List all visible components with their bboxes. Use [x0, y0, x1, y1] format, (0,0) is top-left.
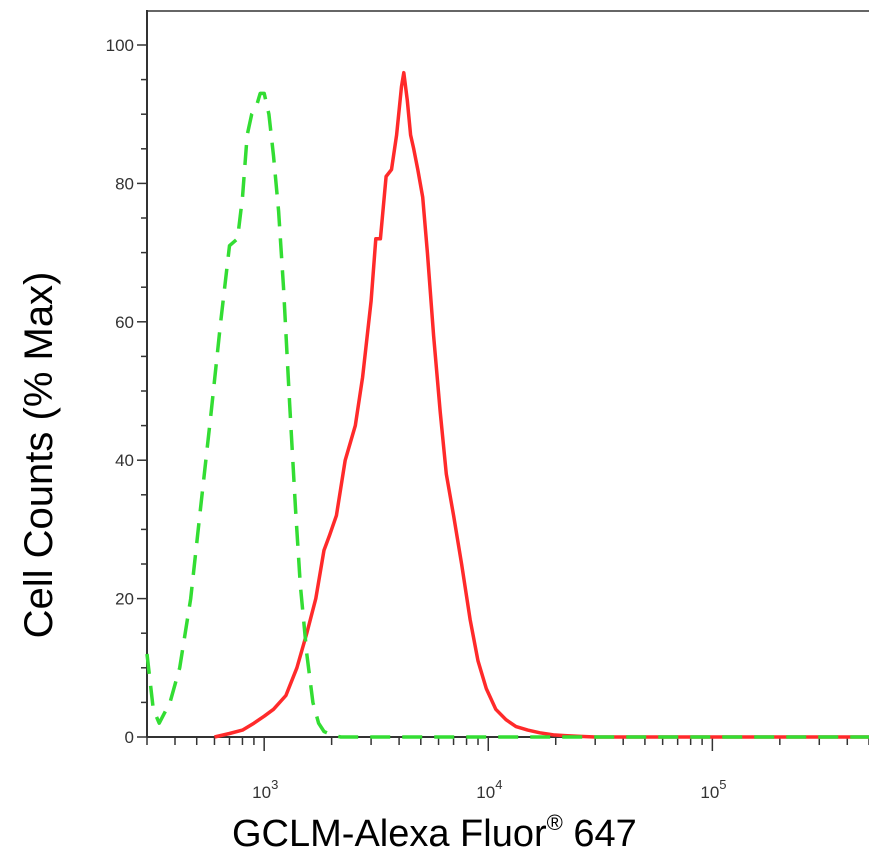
x-axis-label: GCLM-Alexa Fluor® 647: [232, 810, 637, 855]
y-tick-label: 40: [115, 451, 134, 470]
y-tick-label: 60: [115, 313, 134, 332]
series-line-dashed: [145, 91, 869, 739]
y-tick-label: 0: [125, 728, 134, 747]
y-tick-label: 100: [106, 36, 134, 55]
y-tick-label: 80: [115, 174, 134, 193]
x-axis-label-suffix: 647: [563, 813, 637, 855]
x-axis-label-mark: ®: [547, 810, 563, 835]
x-tick-label: 105: [700, 777, 726, 802]
series-line-solid: [214, 70, 869, 739]
x-axis: 103 104 105: [146, 10, 869, 802]
y-axis: 0 20 40 60 80 100: [106, 10, 148, 747]
x-axis-label-main: GCLM-Alexa Fluor: [232, 813, 547, 855]
x-tick-label: 104: [476, 777, 502, 802]
x-ticks: 103 104 105: [146, 737, 869, 802]
series-layer: [145, 70, 869, 739]
y-tick-label: 20: [115, 590, 134, 609]
y-axis-label: Cell Counts (% Max): [17, 272, 61, 639]
y-ticks: 0 20 40 60 80 100: [106, 36, 147, 747]
x-tick-label: 103: [252, 777, 278, 802]
